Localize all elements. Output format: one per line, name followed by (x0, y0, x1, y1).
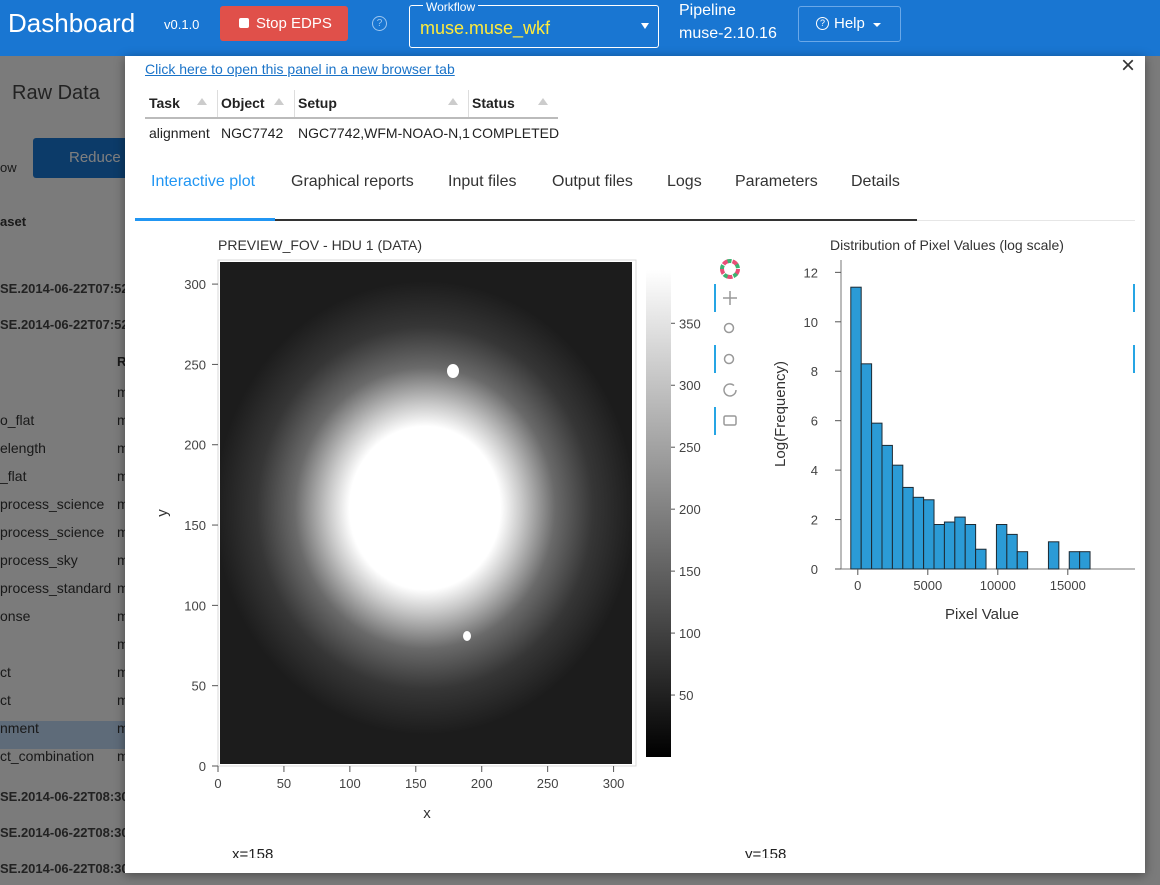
stop-label: Stop EDPS (256, 15, 332, 32)
tab[interactable]: Interactive plot (151, 173, 256, 190)
tab-divider (917, 220, 1135, 221)
column-divider (294, 90, 295, 118)
tab[interactable]: Output files (552, 173, 633, 190)
x-readout: x=158 (232, 846, 274, 858)
pipeline-label: Pipeline (679, 2, 736, 19)
column-header: Object (221, 95, 265, 111)
sort-arrow (448, 98, 458, 105)
tab[interactable]: Parameters (735, 173, 818, 190)
close-button[interactable]: × (1121, 56, 1136, 79)
help-button-icon: ? (816, 17, 829, 30)
tab[interactable]: Input files (448, 173, 517, 190)
stop-button[interactable]: Stop EDPS (220, 6, 348, 41)
workflow-label: Workflow (423, 0, 479, 14)
sort-arrow (538, 98, 548, 105)
table-cell: NGC7742 (221, 125, 284, 141)
report-panel: Click here to open this panel in a new b… (125, 56, 1145, 873)
tab[interactable]: Details (851, 173, 900, 190)
version: v0.1.0 (164, 17, 200, 32)
table-cell: NGC7742,WFM-NOAO-N,1 (298, 125, 470, 141)
help-button[interactable]: ? Help (798, 6, 901, 42)
column-divider (468, 90, 469, 118)
sort-arrow (197, 98, 207, 105)
app-title: Dashboard (8, 8, 136, 38)
top-bar: Dashboard v0.1.0 Stop EDPS ? Workflow mu… (0, 0, 1160, 56)
sort-arrow (274, 98, 284, 105)
workflow-value: muse.muse_wkf (420, 18, 551, 38)
workflow-select[interactable]: Workflow muse.muse_wkf (409, 0, 659, 48)
column-header: Task (149, 95, 180, 111)
help-caret (873, 23, 881, 27)
tab[interactable]: Logs (667, 173, 702, 190)
active-tab-indicator (135, 218, 275, 221)
open-tab-link[interactable]: Click here to open this panel in a new b… (145, 61, 455, 77)
column-header: Status (472, 95, 515, 111)
tab-underline (135, 219, 917, 221)
pipeline-version: muse-2.10.16 (679, 25, 777, 42)
header-rule (145, 117, 558, 119)
stop-icon (239, 18, 249, 28)
table-cell: alignment (149, 125, 210, 141)
dropdown-caret (641, 23, 649, 29)
table-cell: COMPLETED (472, 125, 560, 141)
help-icon[interactable]: ? (372, 16, 387, 31)
column-header: Setup (298, 95, 337, 111)
tab[interactable]: Graphical reports (291, 173, 414, 190)
y-readout: y=158 (745, 846, 787, 858)
readout-strip: x=158 y=158 (125, 836, 1145, 858)
help-label: Help (834, 15, 865, 32)
column-divider (217, 90, 218, 118)
